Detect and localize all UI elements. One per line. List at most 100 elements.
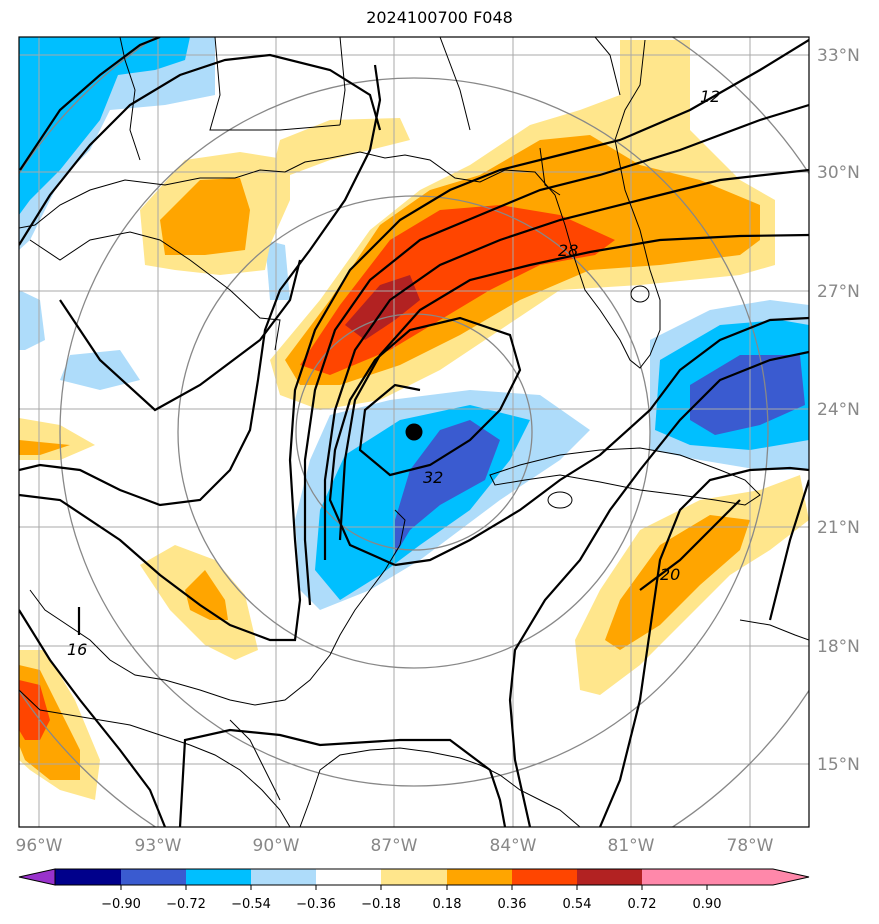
colorbar-tick-labels: −0.90 −0.72 −0.54 −0.36 −0.18 0.18 0.36 … bbox=[101, 897, 721, 912]
lon-label: 96°W bbox=[16, 836, 63, 856]
colorbar-tick-label: 0.18 bbox=[433, 897, 462, 912]
contour-line bbox=[19, 53, 382, 246]
colorbar-tick-label: −0.72 bbox=[166, 897, 206, 912]
state-border bbox=[439, 37, 471, 131]
colorbar-swatch bbox=[55, 869, 121, 885]
colorbar-tick-label: 0.54 bbox=[563, 897, 592, 912]
contour-line bbox=[178, 728, 507, 827]
isle-of-youth bbox=[547, 491, 573, 509]
lat-label: 27°N bbox=[817, 282, 860, 302]
contour-label: 16 bbox=[67, 640, 87, 659]
contour-line bbox=[598, 466, 809, 827]
latitude-labels: 33°N 30°N 27°N 24°N 21°N 18°N 15°N bbox=[817, 46, 860, 775]
map-title: 2024100700 F048 bbox=[366, 8, 513, 27]
gridlines bbox=[19, 37, 809, 827]
contour-line bbox=[768, 479, 809, 621]
storm-center-marker bbox=[405, 423, 423, 441]
range-ring bbox=[59, 77, 769, 787]
colorbar-swatch bbox=[251, 869, 316, 885]
shade-pos-9 bbox=[19, 440, 70, 455]
contour-line bbox=[323, 168, 809, 560]
colorbar-tick-label: 0.36 bbox=[498, 897, 527, 912]
colorbar-extend-right bbox=[707, 869, 809, 885]
colorbar-tick-label: −0.54 bbox=[231, 897, 271, 912]
lat-label: 21°N bbox=[817, 518, 860, 538]
shade-neg-2 bbox=[19, 37, 190, 215]
shade-pos-16 bbox=[605, 515, 750, 650]
contour-line bbox=[19, 39, 809, 642]
colorbar-tick-label: 0.72 bbox=[628, 897, 657, 912]
height-contours bbox=[19, 37, 809, 827]
state-border bbox=[209, 37, 341, 131]
lon-label: 81°W bbox=[608, 836, 655, 856]
state-border bbox=[594, 37, 621, 96]
shade-pos-5 bbox=[275, 118, 410, 175]
mexico-coastline bbox=[29, 509, 406, 706]
contour-label: 20 bbox=[660, 565, 680, 584]
colorbar-swatch bbox=[381, 869, 447, 885]
lat-label: 30°N bbox=[817, 163, 860, 183]
longitude-labels: 96°W 93°W 90°W 87°W 84°W 81°W 78°W bbox=[16, 836, 774, 856]
colorbar-tick-label: −0.18 bbox=[361, 897, 401, 912]
lat-label: 18°N bbox=[817, 637, 860, 657]
lake-okeechobee bbox=[630, 285, 650, 303]
contour-line bbox=[338, 233, 809, 541]
colorbar-tick-label: −0.90 bbox=[101, 897, 141, 912]
contour-line bbox=[59, 259, 302, 412]
lat-label: 33°N bbox=[817, 46, 860, 66]
filled-anomaly-field bbox=[19, 37, 809, 800]
shade-pos-3 bbox=[300, 205, 615, 375]
colorbar: −0.90 −0.72 −0.54 −0.36 −0.18 0.18 0.36 … bbox=[18, 868, 810, 912]
colorbar-swatch bbox=[512, 869, 577, 885]
shade-neg-11 bbox=[690, 355, 805, 435]
coastlines bbox=[19, 37, 809, 827]
colorbar-swatch bbox=[121, 869, 186, 885]
colorbar-extend-left bbox=[18, 868, 56, 886]
contour-line bbox=[328, 316, 522, 567]
lon-label: 78°W bbox=[727, 836, 774, 856]
lat-label: 15°N bbox=[817, 755, 860, 775]
colorbar-ticks bbox=[120, 885, 708, 890]
contour-line bbox=[639, 499, 741, 591]
contour-line bbox=[19, 609, 167, 827]
colorbar-tick-label: −0.36 bbox=[296, 897, 336, 912]
contour-label: 12 bbox=[700, 87, 720, 106]
lon-label: 87°W bbox=[371, 836, 418, 856]
range-ring bbox=[295, 313, 533, 551]
contour-label: 32 bbox=[423, 468, 443, 487]
contour-line bbox=[303, 103, 809, 606]
colorbar-swatch bbox=[186, 869, 251, 885]
central-america-coastline bbox=[299, 747, 581, 827]
state-border bbox=[119, 37, 141, 161]
colorbar-swatch bbox=[577, 869, 642, 885]
contour-line bbox=[394, 316, 809, 567]
colorbar-outline bbox=[54, 868, 810, 886]
state-border bbox=[339, 37, 346, 126]
contour-line bbox=[508, 350, 809, 827]
colorbar-swatch bbox=[642, 869, 707, 885]
contour-label: 28 bbox=[558, 241, 578, 260]
map-frame bbox=[18, 36, 810, 828]
colorbar-swatch bbox=[316, 869, 381, 885]
shade-pos-11 bbox=[185, 570, 228, 620]
contour-line bbox=[19, 37, 161, 171]
range-rings bbox=[19, 37, 809, 827]
gulf-coastline bbox=[19, 39, 661, 369]
map-area: 12 28 32 20 16 bbox=[19, 37, 809, 827]
shade-neg-4 bbox=[60, 350, 140, 390]
cuba-coastline bbox=[489, 447, 761, 506]
shade-neg-8 bbox=[395, 420, 500, 555]
lon-label: 90°W bbox=[253, 836, 300, 856]
shade-pos-14 bbox=[19, 680, 50, 740]
colorbar-tick-label: 0.90 bbox=[693, 897, 722, 912]
lon-label: 84°W bbox=[490, 836, 537, 856]
colorbar-swatch bbox=[447, 869, 512, 885]
lon-label: 93°W bbox=[135, 836, 182, 856]
island-coastline bbox=[739, 619, 809, 641]
shade-pos-7 bbox=[160, 178, 250, 255]
range-ring bbox=[177, 195, 651, 669]
contour-labels: 12 28 32 20 16 bbox=[67, 87, 720, 659]
pacific-coastline bbox=[19, 689, 291, 827]
contour-line bbox=[19, 64, 382, 507]
